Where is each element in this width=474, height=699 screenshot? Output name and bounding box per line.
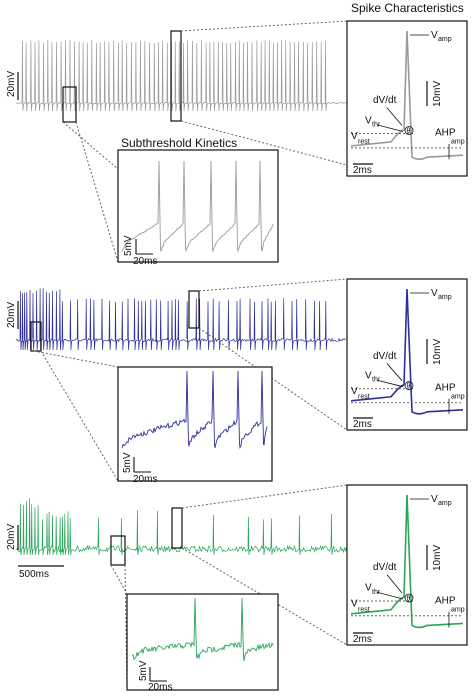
spike-v-scale-label: 10mV [432,339,443,365]
vamp-label: V [431,288,438,299]
spike-t-scale-label: 2ms [353,419,372,430]
gray-zoom-line [62,121,119,170]
spike-characteristics-title: Spike Characteristics [351,1,464,15]
blue-zoom-line [198,278,348,292]
vrest-label: V [351,599,358,610]
gray-voltage-trace [15,40,347,112]
green-zoom-line [110,564,128,595]
green-inset-t-label: 20ms [148,682,172,693]
gray-voltage-scale-label: 20mV [6,71,17,97]
dvdt-arrow [386,574,403,594]
vamp-subscript: amp [438,294,452,301]
spike-t-scale-label: 2ms [353,634,372,645]
dvdt-arrow [386,363,403,381]
vthr-label: V [365,371,372,382]
spike-waveform [350,494,464,629]
theta-marker [404,593,414,603]
green-subthreshold-inset [126,593,279,691]
spike-v-scale-label: 10mV [432,81,443,107]
green-time-scale-label: 500ms [19,569,49,580]
gray-inset-v-label: 5mV [123,235,134,256]
blue-spike-select-box [188,290,200,329]
spike-v-scale-label: 10mV [432,545,443,571]
vamp-subscript: amp [438,36,452,43]
green-voltage-trace [15,498,347,556]
vthr-subscript: thr [372,121,381,128]
vthr-subscript: thr [372,377,381,384]
vrest-label: V [351,386,358,397]
gray-zoom-line [180,120,348,166]
vrest-subscript: rest [358,606,370,613]
green-subthreshold-trace [131,597,274,661]
dvdt-arrow [386,107,403,126]
blue-subthreshold-trace [121,370,268,449]
vrest-label: V [351,131,358,142]
vthr-label: V [365,583,372,594]
green-spike-select-box [171,507,183,549]
blue-zoom-line [33,350,119,368]
vamp-label: V [431,30,438,41]
ahp-label: AHP [435,383,456,394]
vthr-arrow [376,124,404,132]
dvdt-label: dV/dt [373,562,397,573]
vthr-label: V [365,115,372,126]
ahp-label: AHP [435,128,456,139]
blue-inset-v-label: 5mV [122,452,133,473]
vamp-label: V [431,494,438,505]
green-inset-v-label: 5mV [138,660,149,681]
green-voltage-scale-label: 20mV [6,524,17,550]
subthreshold-kinetics-title: Subthreshold Kinetics [121,136,237,150]
green-subthreshold-select-box [110,535,126,566]
ahp-label: AHP [435,595,456,606]
ahp-subscript: amp [451,138,465,145]
blue-zoom-line [198,327,348,431]
vthr-arrow [376,591,404,600]
panel-gray: 20mV Subthreshold Kinetics 5mV 20ms Spik… [6,1,468,267]
vrest-subscript: rest [358,138,370,145]
theta-label: θ [407,128,411,135]
blue-zoom-line [40,350,119,482]
vrest-subscript: rest [358,393,370,400]
gray-inset-t-label: 20ms [133,256,157,267]
gray-zoom-line [180,20,348,32]
vthr-subscript: thr [372,589,381,596]
dvdt-label: dV/dt [373,95,397,106]
theta-label: θ [407,596,411,603]
ahp-subscript: amp [451,606,465,613]
gray-subthreshold-inset [117,149,279,263]
gray-subthreshold-trace [121,160,274,253]
spike-t-scale-label: 2ms [353,165,372,176]
vthr-arrow [376,379,404,388]
blue-inset-t-label: 20ms [133,474,157,485]
gray-spike-select-box [170,30,182,122]
ahp-subscript: amp [451,393,465,400]
gray-zoom-line [75,121,119,263]
vamp-subscript: amp [438,500,452,507]
gray-subthreshold-select-box [62,86,77,123]
spike-waveform [350,288,464,415]
blue-voltage-trace [15,288,347,351]
theta-label: θ [407,383,411,390]
blue-voltage-scale-label: 20mV [6,302,17,328]
theta-marker [404,126,414,135]
green-zoom-line [181,484,348,509]
spike-waveform [350,30,464,160]
dvdt-label: dV/dt [373,351,397,362]
theta-marker [404,381,414,391]
blue-subthreshold-inset [117,366,273,482]
